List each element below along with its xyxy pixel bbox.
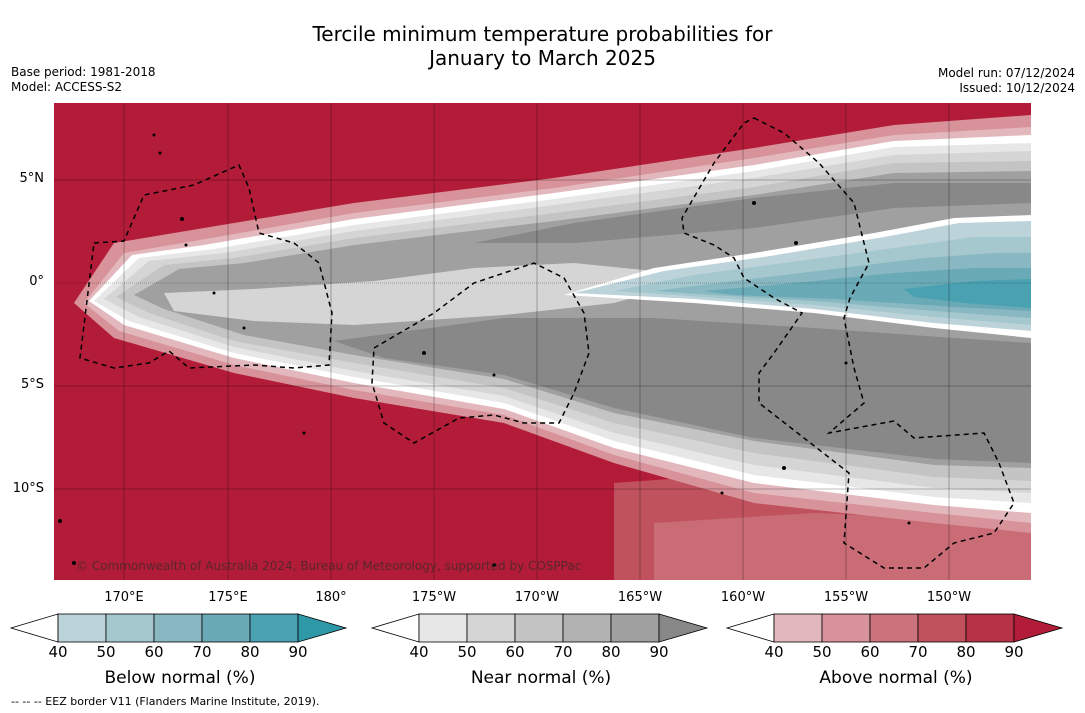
lon-label-175w: 175°W [411, 590, 457, 605]
above-colorbar-tick: 60 [860, 643, 880, 661]
below-colorbar-high-extend [297, 613, 348, 643]
lon-label-160w: 160°W [720, 590, 766, 605]
probability-map [54, 103, 1031, 580]
below-colorbar-segment [201, 613, 251, 643]
near-colorbar-tick: 60 [505, 643, 525, 661]
islands [58, 133, 911, 567]
below-colorbar-segment [57, 613, 107, 643]
title-line-2: January to March 2025 [429, 46, 656, 70]
above-colorbar-segment [773, 613, 823, 643]
issued-date: Issued: 10/12/2024 [959, 81, 1075, 95]
near-colorbar-tick: 80 [601, 643, 621, 661]
below-colorbar-low-extend [10, 613, 59, 643]
below-colorbar-tick: 50 [96, 643, 116, 661]
below-normal-colorbar [10, 613, 348, 643]
above-colorbar-segment [821, 613, 871, 643]
meta-left: Base period: 1981-2018 Model: ACCESS-S2 [11, 65, 156, 95]
above-colorbar-segment [965, 613, 1015, 643]
near-normal-colorbar [371, 613, 709, 643]
near-colorbar-tick: 40 [409, 643, 429, 661]
above-colorbar-tick: 50 [812, 643, 832, 661]
above-colorbar-high-extend [1013, 613, 1064, 643]
lon-label-150w: 150°W [926, 590, 972, 605]
base-period: Base period: 1981-2018 [11, 65, 156, 79]
below-normal-title: Below normal (%) [104, 668, 256, 688]
eez-borders [79, 117, 1015, 569]
model-run: Model run: 07/12/2024 [937, 66, 1075, 80]
above-colorbar-tick: 70 [908, 643, 928, 661]
near-colorbar-segment [514, 613, 564, 643]
above-colorbar-tick: 40 [764, 643, 784, 661]
model-name: Model: ACCESS-S2 [11, 80, 123, 94]
lon-label-170w: 170°W [514, 590, 560, 605]
below-colorbar-tick: 60 [144, 643, 164, 661]
copyright-notice: © Commonwealth of Australia 2024, Bureau… [76, 559, 582, 573]
lon-label-165w: 165°W [617, 590, 663, 605]
lat-label-5n: 5°N [19, 171, 45, 186]
near-colorbar-low-extend [371, 613, 420, 643]
lon-label-170e: 170°E [104, 590, 144, 605]
near-colorbar-segment [418, 613, 468, 643]
below-colorbar-tick: 90 [288, 643, 308, 661]
near-normal-light-strip [164, 263, 714, 325]
above-colorbar-tick: 90 [1004, 643, 1024, 661]
title-line-1: Tercile minimum temperature probabilitie… [312, 22, 773, 46]
near-colorbar-tick: 90 [649, 643, 669, 661]
lon-label-180: 180° [315, 590, 347, 605]
below-colorbar-tick: 70 [192, 643, 212, 661]
lon-label-175e: 175°E [208, 590, 248, 605]
below-colorbar-tick: 80 [240, 643, 260, 661]
below-colorbar-tick: 40 [48, 643, 68, 661]
below-normal-90 [904, 279, 1031, 308]
lat-label-10s: 10°S [12, 481, 44, 496]
eez-footnote: -- -- -- EEZ border V11 (Flanders Marine… [11, 695, 320, 708]
meta-right: Model run: 07/12/2024 Issued: 10/12/2024 [938, 66, 1075, 96]
below-colorbar-segment [153, 613, 203, 643]
lon-label-155w: 155°W [823, 590, 869, 605]
below-colorbar-segment [249, 613, 299, 643]
lat-label-5s: 5°S [20, 377, 44, 392]
below-colorbar-segment [105, 613, 155, 643]
near-colorbar-tick: 70 [553, 643, 573, 661]
above-colorbar-tick: 80 [956, 643, 976, 661]
lat-label-0: 0° [29, 274, 44, 289]
near-normal-core-north [474, 183, 1031, 243]
near-colorbar-tick: 50 [457, 643, 477, 661]
above-colorbar-low-extend [726, 613, 775, 643]
near-colorbar-segment [610, 613, 660, 643]
near-normal-title: Near normal (%) [470, 668, 612, 688]
near-colorbar-high-extend [658, 613, 709, 643]
near-colorbar-segment [466, 613, 516, 643]
near-colorbar-segment [562, 613, 612, 643]
above-colorbar-segment [917, 613, 967, 643]
above-normal-colorbar [726, 613, 1064, 643]
above-normal-title: Above normal (%) [819, 668, 973, 688]
above-colorbar-segment [869, 613, 919, 643]
map-title: Tercile minimum temperature probabilitie… [0, 22, 1085, 70]
near-normal-core-south [334, 318, 1031, 463]
